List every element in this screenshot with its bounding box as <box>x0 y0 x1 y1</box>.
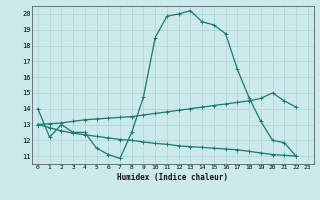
X-axis label: Humidex (Indice chaleur): Humidex (Indice chaleur) <box>117 173 228 182</box>
